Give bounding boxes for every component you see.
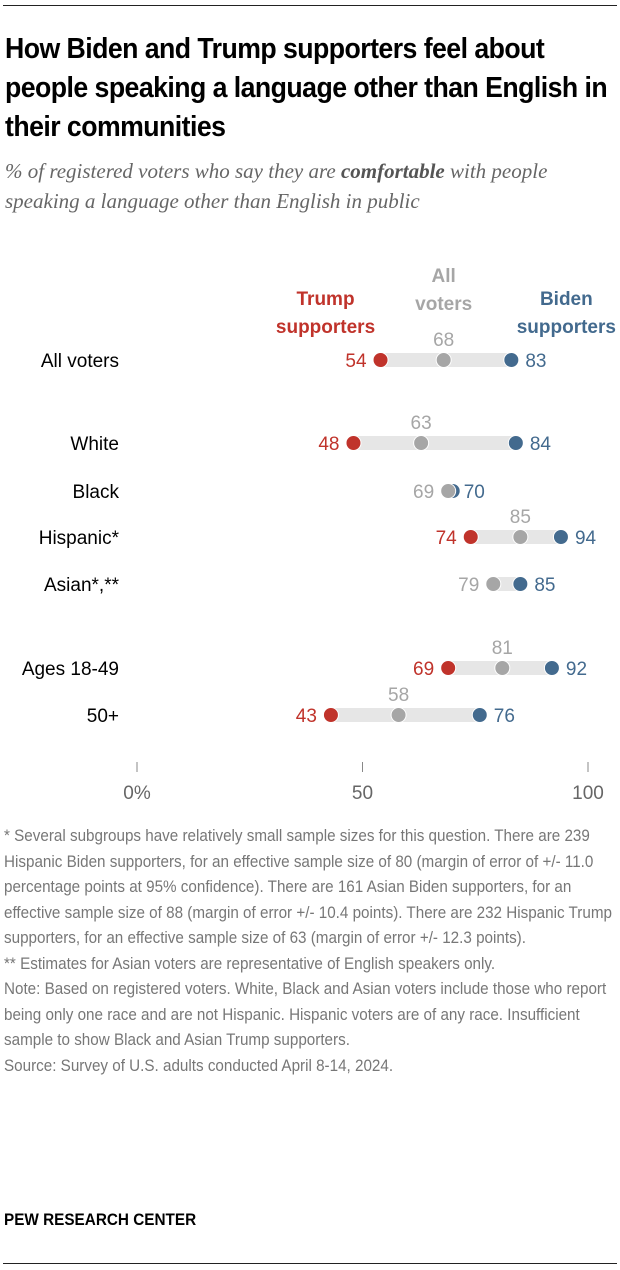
dot-all-voters [512, 529, 529, 545]
dot-all-voters [413, 435, 430, 451]
value-label-trump: 43 [296, 706, 317, 727]
legend-label-biden: Biden [540, 289, 593, 310]
legend-label-trump: supporters [276, 317, 375, 338]
legend-label-trump: Trump [297, 289, 355, 310]
value-label-trump: 69 [413, 659, 434, 680]
value-label-all-voters: 69 [413, 482, 434, 503]
dot-biden [471, 707, 488, 723]
category-label: Ages 18-49 [22, 659, 119, 680]
legend-label-biden: supporters [517, 317, 616, 338]
value-label-all-voters: 58 [388, 685, 409, 706]
dot-biden [543, 660, 560, 676]
dot-trump [440, 660, 457, 676]
value-label-all-voters: 79 [458, 575, 479, 596]
category-label: Asian*,** [44, 575, 120, 596]
range-bar [353, 436, 516, 450]
dot-range-chart: Trump supporters All voters Biden supporters A… [22, 266, 616, 802]
dot-all-voters [390, 707, 407, 723]
value-label-trump: 48 [318, 434, 339, 455]
category-label: White [70, 434, 119, 455]
dot-trump [345, 435, 362, 451]
bottom-rule [3, 1263, 617, 1264]
category-label: Hispanic* [39, 528, 120, 549]
value-label-all-voters: 63 [411, 413, 432, 434]
dot-biden [512, 576, 529, 592]
category-label: All voters [41, 351, 119, 372]
value-label-all-voters: 81 [492, 638, 513, 659]
top-rule [3, 5, 617, 6]
chart-title: How Biden and Trump supporters feel abou… [5, 33, 608, 143]
value-label-trump: 74 [436, 528, 458, 549]
category-label: 50+ [87, 706, 119, 727]
x-tick-label: 50 [352, 783, 373, 802]
dot-all-voters [485, 576, 502, 592]
category-label: Black [73, 482, 120, 503]
source-note: Source: Survey of U.S. adults conducted … [4, 1056, 394, 1075]
chart-subtitle: % of registered voters who say they are … [5, 156, 605, 216]
dot-all-voters [494, 660, 511, 676]
value-label-biden: 85 [534, 575, 555, 596]
footnote-small-samples: * Several subgroups have relatively smal… [4, 827, 612, 947]
methodology-note: Note: Based on registered voters. White,… [4, 980, 607, 1049]
dot-biden [503, 352, 520, 368]
value-label-trump: 54 [345, 351, 367, 372]
dot-trump [372, 352, 389, 368]
value-label-biden: 94 [575, 528, 597, 549]
value-label-all-voters: 68 [433, 330, 454, 351]
subtitle-text-start: % of registered voters who say they are [5, 159, 341, 183]
dot-all-voters [440, 483, 457, 499]
value-label-biden: 84 [530, 434, 552, 455]
value-label-biden: 76 [494, 706, 515, 727]
subtitle-text-end: with people speaking a language other th… [5, 159, 548, 213]
dot-trump [322, 707, 339, 723]
value-label-biden: 92 [566, 659, 587, 680]
value-label-all-voters: 85 [510, 507, 531, 528]
x-tick-label: 0% [123, 783, 151, 802]
legend-label-all-voters: All [432, 266, 456, 287]
dot-biden [507, 435, 524, 451]
footnote-asian-english: ** Estimates for Asian voters are repres… [4, 954, 496, 973]
dot-biden [552, 529, 569, 545]
dot-all-voters [435, 352, 452, 368]
notes-block: * Several subgroups have relatively smal… [4, 824, 615, 1079]
x-tick-label: 100 [572, 783, 604, 802]
dot-trump [462, 529, 479, 545]
pew-logo-text: PEW RESEARCH CENTER [4, 1210, 197, 1229]
value-label-biden: 83 [525, 351, 546, 372]
value-label-biden: 70 [464, 482, 485, 503]
subtitle-emphasis: comfortable [340, 159, 445, 183]
legend-label-all-voters: voters [415, 294, 472, 315]
